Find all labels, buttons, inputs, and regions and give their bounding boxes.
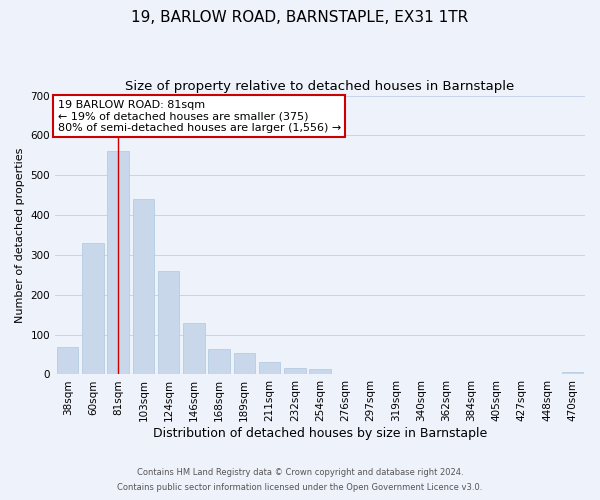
Bar (284, 368, 305, 374)
Text: Contains HM Land Registry data © Crown copyright and database right 2024.: Contains HM Land Registry data © Crown c… (137, 468, 463, 477)
Bar (82, 243, 104, 374)
Bar (57, 346, 79, 374)
Text: Contains public sector information licensed under the Open Government Licence v3: Contains public sector information licen… (118, 483, 482, 492)
Title: Size of property relative to detached houses in Barnstaple: Size of property relative to detached ho… (125, 80, 515, 93)
Y-axis label: Number of detached properties: Number of detached properties (15, 148, 25, 322)
Bar (309, 369, 331, 374)
Bar (208, 348, 230, 374)
Bar (183, 322, 205, 374)
Bar (158, 271, 179, 374)
Bar (133, 199, 154, 374)
Bar (562, 372, 583, 374)
Bar (107, 152, 129, 374)
X-axis label: Distribution of detached houses by size in Barnstaple: Distribution of detached houses by size … (153, 427, 487, 440)
Text: 19, BARLOW ROAD, BARNSTAPLE, EX31 1TR: 19, BARLOW ROAD, BARNSTAPLE, EX31 1TR (131, 10, 469, 25)
Bar (233, 354, 255, 374)
Text: 19 BARLOW ROAD: 81sqm
← 19% of detached houses are smaller (375)
80% of semi-det: 19 BARLOW ROAD: 81sqm ← 19% of detached … (58, 100, 341, 133)
Bar (259, 362, 280, 374)
